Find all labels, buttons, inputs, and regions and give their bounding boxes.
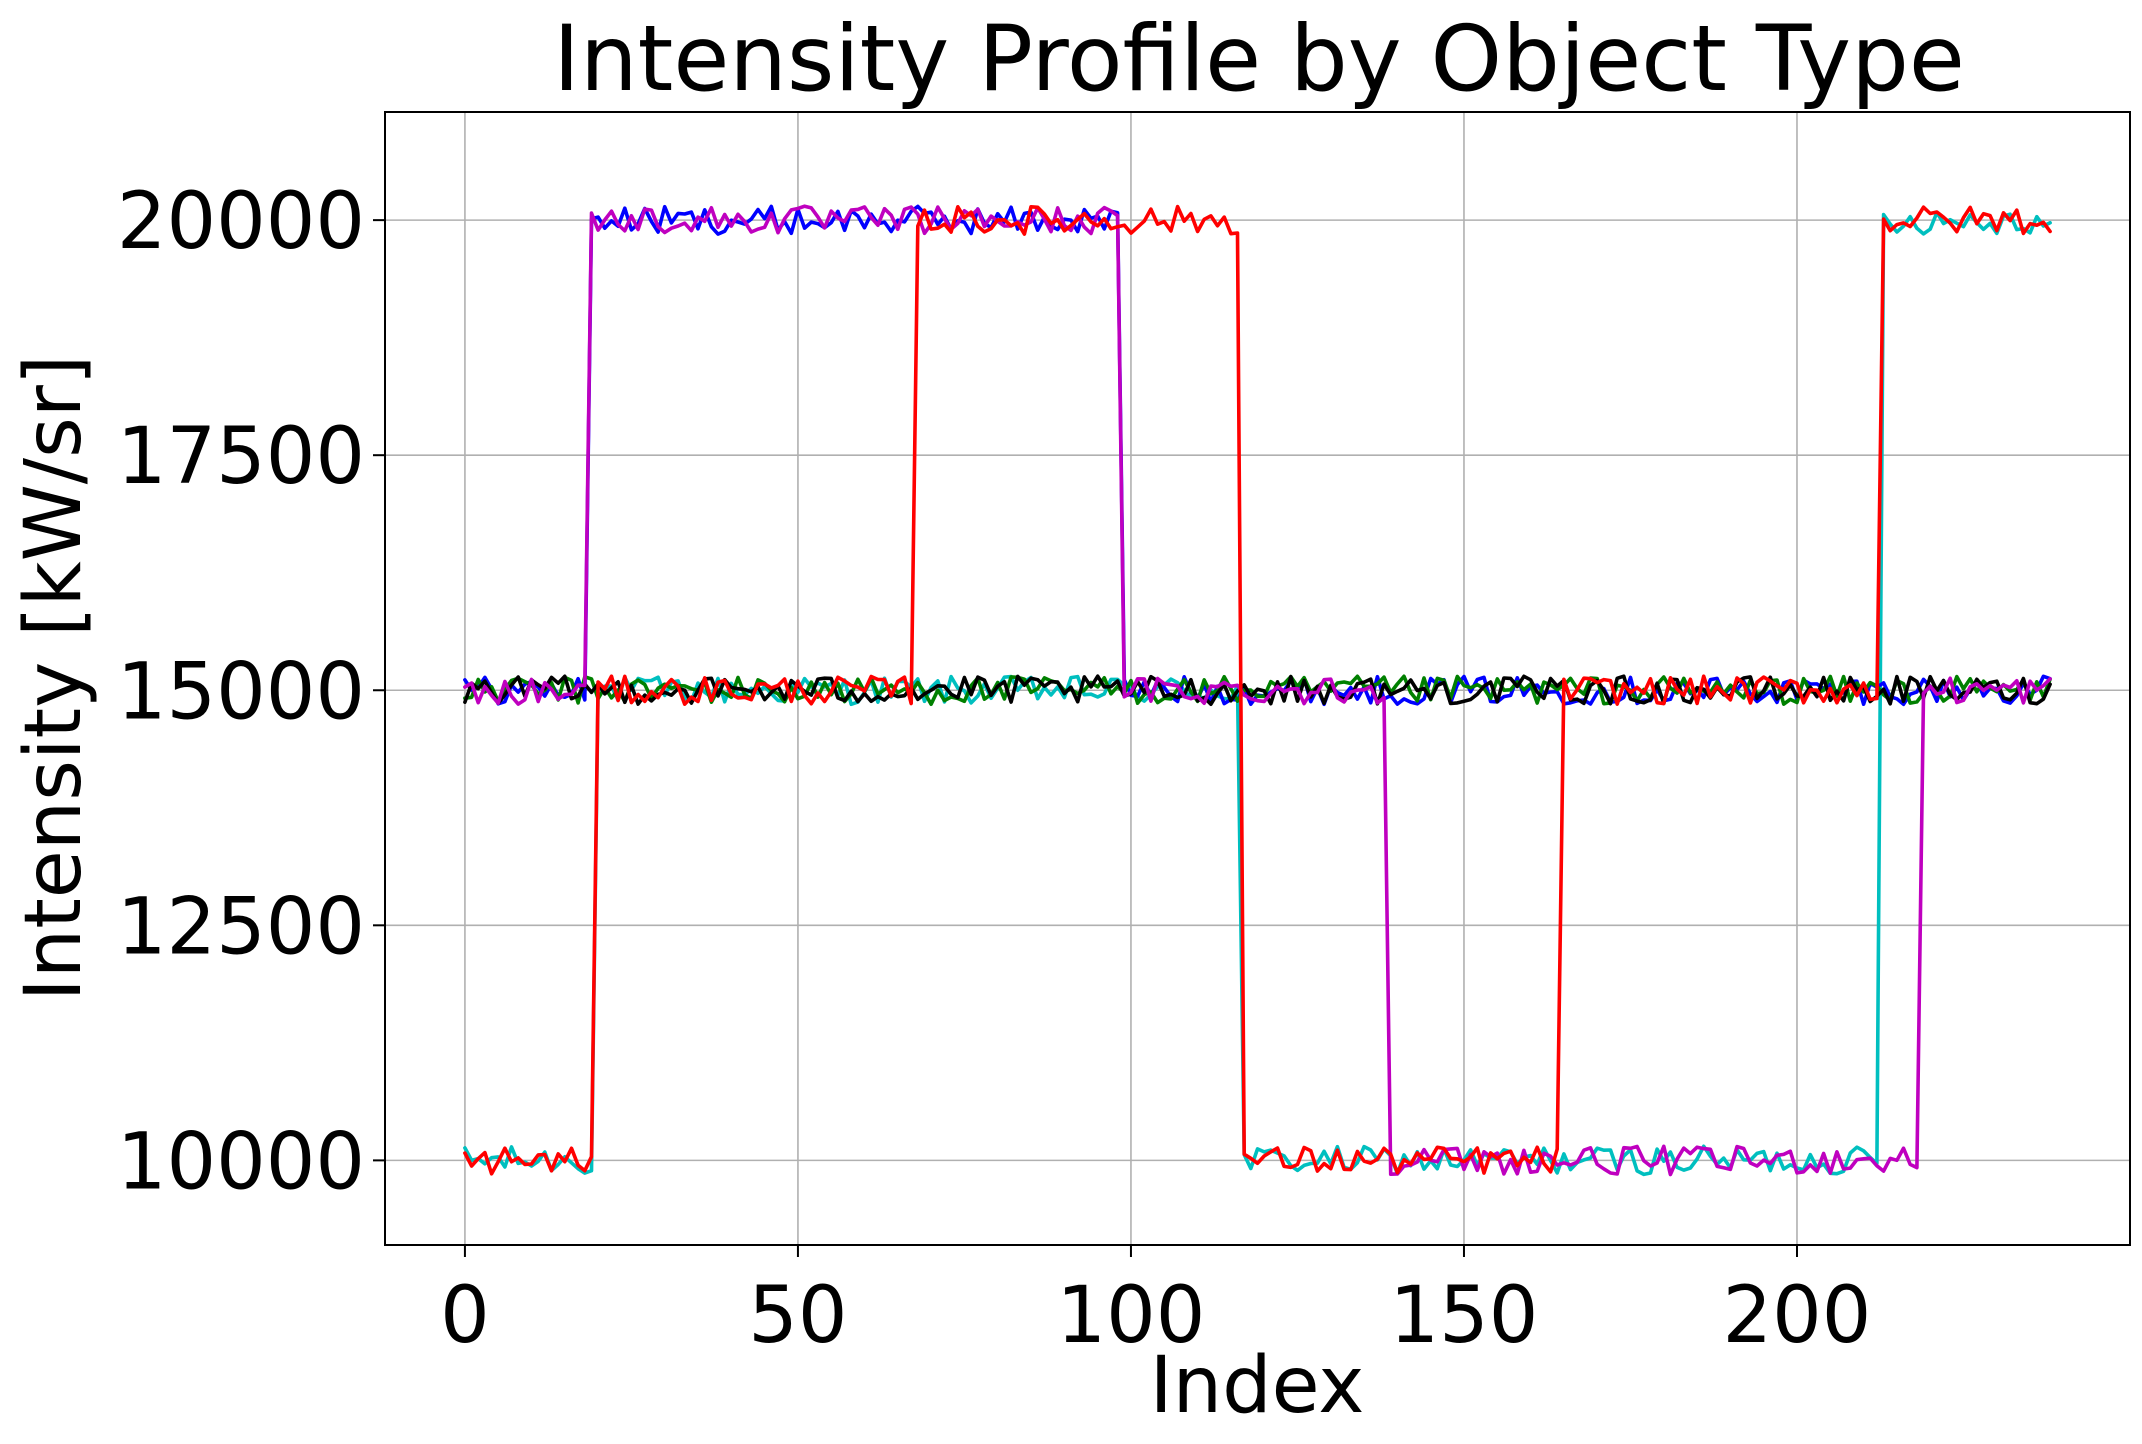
series-lines bbox=[463, 204, 2052, 1177]
plot-frame bbox=[384, 111, 2131, 1246]
y-tick-label: 20000 bbox=[117, 177, 365, 267]
x-tick-label: 150 bbox=[1390, 1271, 1539, 1361]
x-axis-ticks: 0 50 100 150 200 bbox=[440, 1245, 1871, 1361]
series-line-4 bbox=[463, 674, 2052, 706]
series-line-3 bbox=[463, 674, 2052, 706]
y-tick-label: 12500 bbox=[117, 882, 365, 972]
series-line-5 bbox=[463, 204, 2052, 1177]
y-tick-label: 10000 bbox=[117, 1117, 365, 1207]
grid bbox=[385, 112, 2130, 1245]
x-axis-label: Index bbox=[1150, 1341, 1365, 1431]
y-axis-label: Intensity [kW/sr] bbox=[9, 355, 99, 1001]
y-tick-label: 15000 bbox=[117, 647, 365, 737]
y-axis-ticks: 10000 12500 15000 17500 20000 bbox=[117, 177, 385, 1207]
x-tick-label: 50 bbox=[748, 1271, 847, 1361]
x-tick-label: 0 bbox=[440, 1271, 490, 1361]
x-tick-label: 100 bbox=[1057, 1271, 1206, 1361]
chart-title: Intensity Profile by Object Type bbox=[553, 7, 1965, 112]
y-tick-label: 17500 bbox=[117, 412, 365, 502]
series-line-6 bbox=[463, 204, 2052, 1176]
x-tick-label: 200 bbox=[1723, 1271, 1872, 1361]
